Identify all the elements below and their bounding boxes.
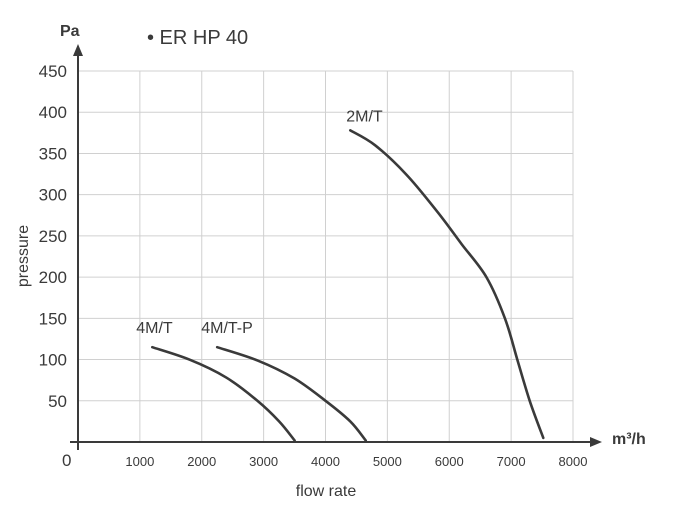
x-tick-label-4000: 4000 [311, 454, 340, 469]
tick-labels: 50 100 150 200 250 300 350 400 450 1000 2000 3000 40… [39, 62, 588, 469]
grid-lines [78, 70, 574, 442]
y-tick-label-250: 250 [39, 227, 67, 246]
curve-4m-t-p [215, 345, 367, 442]
y-tick-label-400: 400 [39, 103, 67, 122]
origin-label: 0 [62, 451, 71, 470]
series-curves [151, 129, 545, 442]
x-tick-label-5000: 5000 [373, 454, 402, 469]
curve-4m-t [151, 345, 296, 442]
series-label-4m-t: 4M/T [136, 320, 173, 337]
x-unit-label: m³/h [612, 431, 646, 448]
x-tick-label-7000: 7000 [497, 454, 526, 469]
x-tick-label-2000: 2000 [187, 454, 216, 469]
series-labels: 4M/T 4M/T-P 2M/T [136, 108, 383, 337]
y-axis-title: pressure [15, 225, 32, 287]
y-tick-label-150: 150 [39, 309, 67, 328]
series-label-4m-t-p: 4M/T-P [201, 320, 253, 337]
x-axis-arrow-icon [590, 437, 602, 447]
y-tick-label-450: 450 [39, 62, 67, 81]
x-tick-label-1000: 1000 [125, 454, 154, 469]
series-label-2m-t: 2M/T [346, 108, 383, 125]
chart-title: • ER HP 40 [147, 27, 248, 49]
y-tick-label-50: 50 [48, 392, 67, 411]
x-tick-label-6000: 6000 [435, 454, 464, 469]
axes [70, 44, 602, 450]
y-tick-label-350: 350 [39, 144, 67, 163]
y-tick-label-100: 100 [39, 351, 67, 370]
y-axis-arrow-icon [73, 44, 83, 56]
x-tick-label-3000: 3000 [249, 454, 278, 469]
y-tick-label-300: 300 [39, 186, 67, 205]
x-tick-label-8000: 8000 [559, 454, 588, 469]
y-tick-label-200: 200 [39, 268, 67, 287]
y-unit-label: Pa [60, 23, 80, 40]
curve-2m-t [349, 129, 545, 440]
x-axis-title: flow rate [296, 483, 357, 500]
